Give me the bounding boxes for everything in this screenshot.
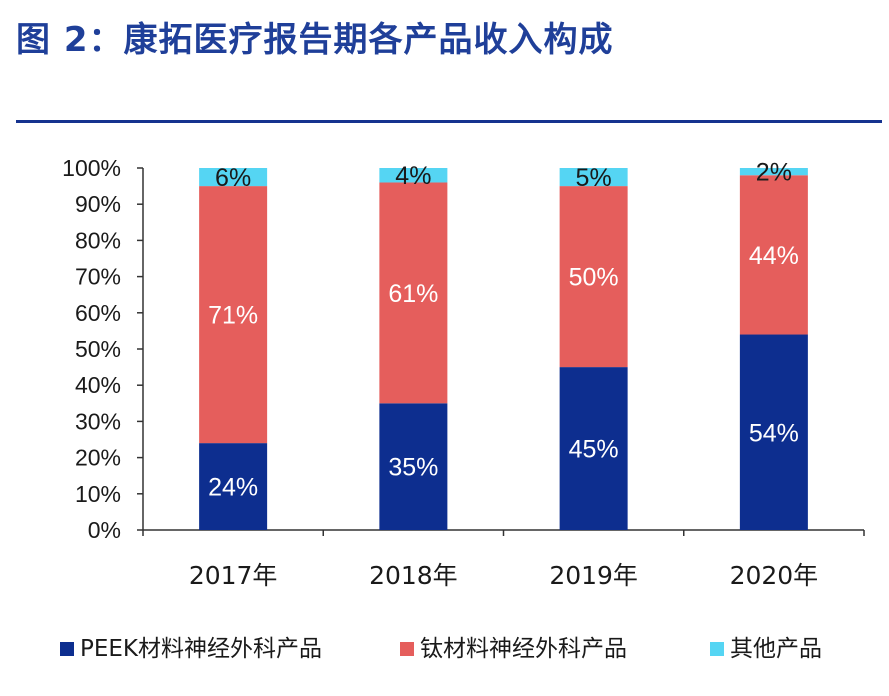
y-tick-label: 40%: [75, 372, 121, 398]
y-tick-label: 90%: [75, 191, 121, 217]
bar-segment: [559, 186, 628, 368]
y-tick-label: 80%: [75, 227, 121, 253]
data-label: 44%: [749, 242, 799, 270]
data-label: 61%: [388, 280, 438, 308]
y-tick-label: 70%: [75, 264, 121, 290]
bar-segment: [739, 175, 808, 335]
bar-segment: [379, 168, 448, 183]
y-tick-label: 10%: [75, 481, 121, 507]
bar-segment: [739, 334, 808, 530]
legend-swatch: [60, 642, 74, 656]
x-category-label: 2019年: [549, 561, 638, 590]
y-tick-label: 30%: [75, 408, 121, 434]
x-category-label: 2020年: [730, 561, 819, 590]
bar-segment: [739, 168, 808, 176]
chart-title: 图 2：康拓医疗报告期各产品收入构成: [16, 20, 614, 60]
data-label: 2%: [756, 159, 792, 187]
bar-segment: [379, 403, 448, 530]
bar-segment: [559, 168, 628, 187]
legend-label: 钛材料神经外科产品: [420, 636, 627, 662]
y-tick-label: 60%: [75, 300, 121, 326]
data-label: 4%: [395, 162, 431, 190]
legend-label: 其他产品: [730, 636, 822, 662]
bar-segment: [199, 443, 268, 530]
data-label: 54%: [749, 419, 799, 447]
bar-segment: [199, 168, 268, 187]
legend-swatch: [710, 642, 724, 656]
legend-label: PEEK材料神经外科产品: [80, 636, 322, 662]
data-label: 24%: [208, 474, 258, 502]
bar-segment: [559, 367, 628, 530]
y-tick-label: 0%: [88, 517, 121, 543]
y-tick-label: 20%: [75, 445, 121, 471]
x-category-label: 2018年: [369, 561, 458, 590]
data-label: 6%: [215, 164, 251, 192]
bar-segment: [199, 186, 268, 444]
x-category-label: 2017年: [189, 561, 278, 590]
y-tick-label: 100%: [62, 155, 121, 181]
legend-swatch: [400, 642, 414, 656]
data-label: 45%: [569, 436, 619, 464]
data-label: 50%: [569, 264, 619, 292]
bar-segment: [379, 182, 448, 404]
title-divider: [16, 120, 882, 123]
data-label: 71%: [208, 302, 258, 330]
data-label: 35%: [388, 454, 438, 482]
y-tick-label: 50%: [75, 336, 121, 362]
data-label: 5%: [576, 164, 612, 192]
